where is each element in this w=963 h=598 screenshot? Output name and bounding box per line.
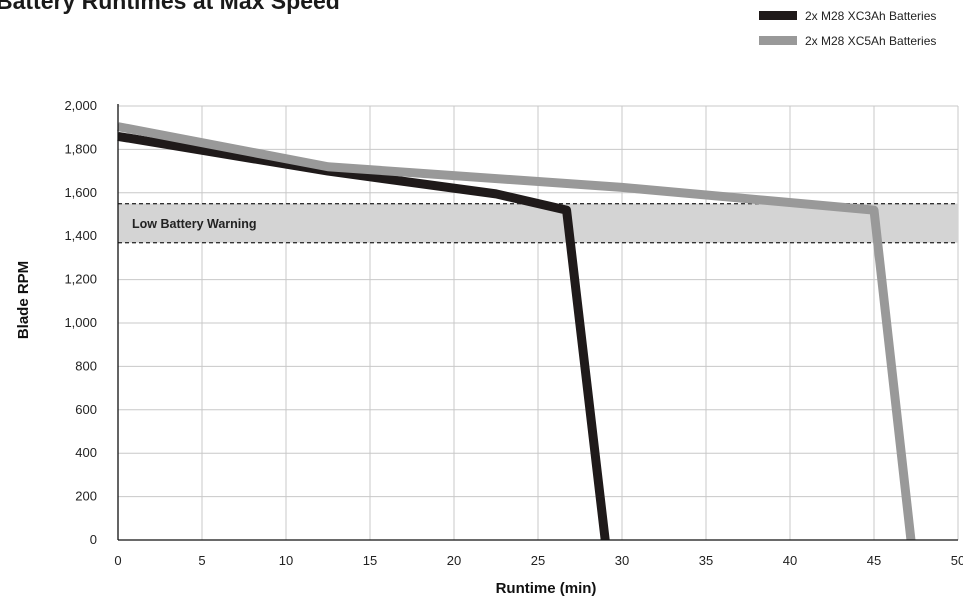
x-tick-label: 45 xyxy=(867,553,881,568)
x-tick-label: 10 xyxy=(279,553,293,568)
series-line-2 xyxy=(117,122,916,541)
x-tick-labels: 0 5 10 15 20 25 30 35 40 45 50 xyxy=(114,553,963,568)
y-tick-label: 1,200 xyxy=(64,272,97,287)
chart-title: Battery Runtimes at Max Speed xyxy=(0,0,340,14)
x-tick-label: 30 xyxy=(615,553,629,568)
band-area xyxy=(118,203,958,243)
x-tick-label: 50 xyxy=(951,553,963,568)
grid xyxy=(118,105,959,540)
x-tick-label: 40 xyxy=(783,553,797,568)
y-axis-title: Blade RPM xyxy=(15,261,32,339)
y-tick-label: 1,600 xyxy=(64,185,97,200)
x-tick-label: 0 xyxy=(114,553,121,568)
series-line-1 xyxy=(117,131,610,541)
y-tick-label: 200 xyxy=(75,489,97,504)
band-label: Low Battery Warning xyxy=(132,217,257,231)
y-tick-label: 0 xyxy=(90,532,97,547)
legend-label-series-2: 2x M28 XC5Ah Batteries xyxy=(805,34,936,48)
y-tick-label: 400 xyxy=(75,445,97,460)
axes xyxy=(117,104,958,541)
x-tick-label: 25 xyxy=(531,553,545,568)
legend-label-series-1: 2x M28 XC3Ah Batteries xyxy=(805,9,936,23)
x-tick-label: 15 xyxy=(363,553,377,568)
y-tick-label: 1,400 xyxy=(64,228,97,243)
x-tick-label: 5 xyxy=(198,553,205,568)
legend-swatch-series-1 xyxy=(759,11,797,20)
x-tick-label: 20 xyxy=(447,553,461,568)
y-tick-labels: 0 200 400 600 800 1,000 1,200 1,400 1,600 1,800 2,… xyxy=(64,98,97,547)
y-tick-label: 1,800 xyxy=(64,141,97,156)
y-tick-label: 2,000 xyxy=(64,98,97,113)
low-battery-band: Low Battery Warning xyxy=(118,202,958,244)
legend-swatch-series-2 xyxy=(759,36,797,45)
y-tick-label: 800 xyxy=(75,358,97,373)
y-tick-label: 600 xyxy=(75,402,97,417)
series-lines xyxy=(117,122,916,541)
legend: 2x M28 XC3Ah Batteries 2x M28 XC5Ah Batt… xyxy=(759,9,936,48)
x-axis-title: Runtime (min) xyxy=(496,580,597,597)
y-tick-label: 1,000 xyxy=(64,315,97,330)
x-tick-label: 35 xyxy=(699,553,713,568)
